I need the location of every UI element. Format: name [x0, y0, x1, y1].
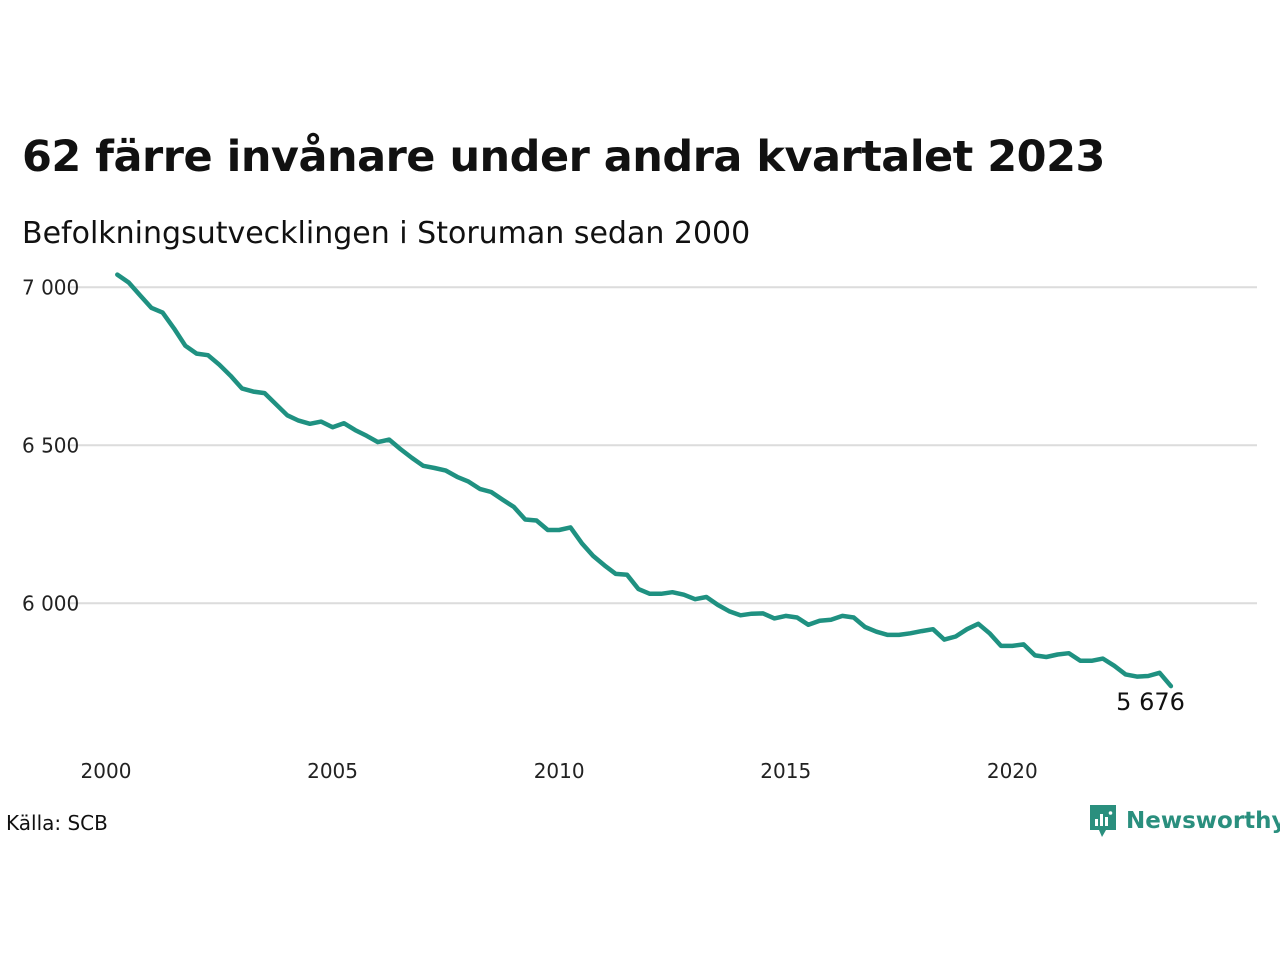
y-tick-label: 7 000	[22, 275, 79, 299]
x-tick-label: 2010	[534, 759, 585, 783]
chart-title: 62 färre invånare under andra kvartalet …	[22, 132, 1105, 182]
y-axis-ticks: 6 000 6 500 7 000	[22, 275, 79, 615]
x-tick-label: 2020	[987, 759, 1038, 783]
newsworthy-logo-icon	[1090, 805, 1116, 837]
y-tick-label: 6 500	[22, 433, 79, 457]
brand-name: Newsworthy	[1126, 808, 1280, 834]
y-tick-label: 6 000	[22, 591, 79, 615]
x-tick-label: 2000	[81, 759, 132, 783]
chart-subtitle: Befolkningsutvecklingen i Storuman sedan…	[22, 216, 751, 251]
x-axis-ticks: 2000 2005 2010 2015 2020	[81, 759, 1038, 783]
source-note: Källa: SCB	[6, 811, 108, 835]
end-value-label: 5 676	[1116, 688, 1185, 716]
series-group	[115, 272, 1174, 689]
brand-logo: Newsworthy	[1088, 803, 1280, 839]
x-tick-label: 2015	[760, 759, 811, 783]
gridlines	[70, 286, 1257, 605]
series-line	[115, 272, 1174, 689]
x-tick-label: 2005	[307, 759, 358, 783]
end-label-group: 5 676	[1116, 688, 1185, 716]
